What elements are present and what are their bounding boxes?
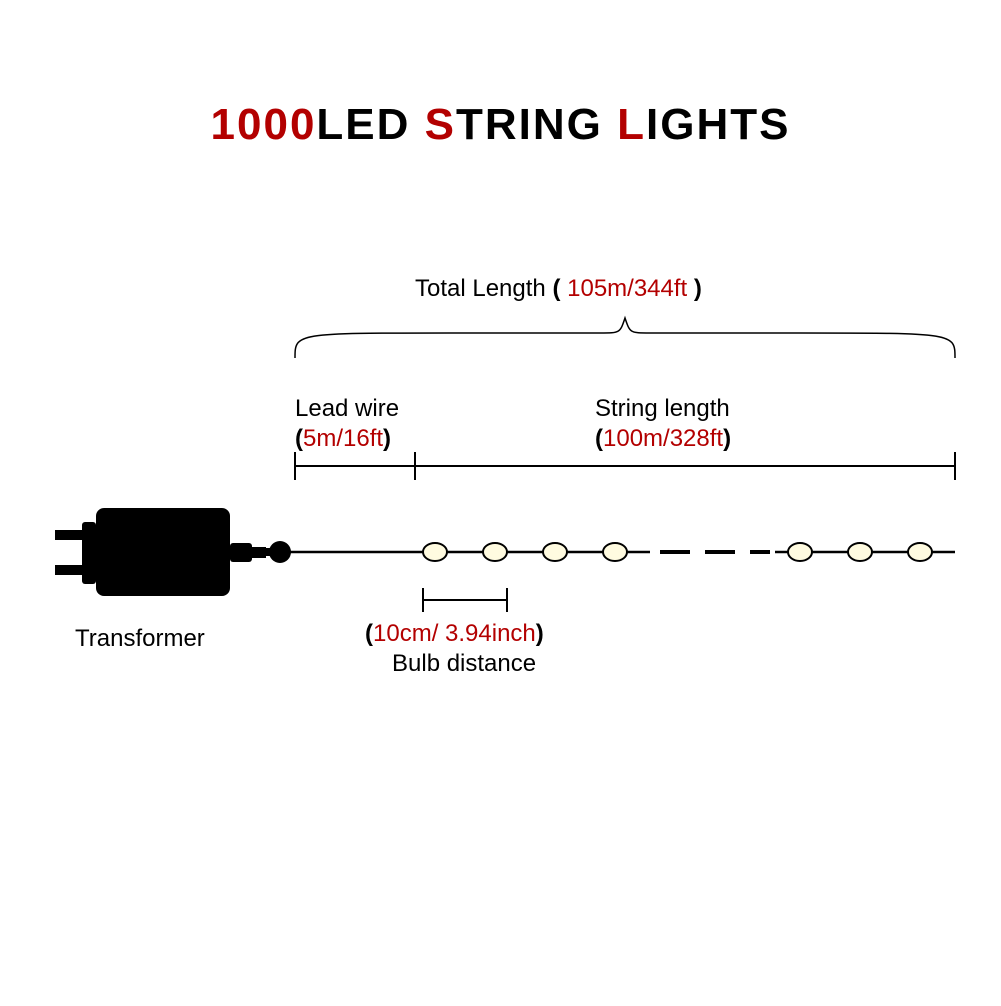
plug-icon [55,522,96,584]
diagram [0,0,1001,1001]
connector-icon [230,541,291,563]
bulbs-right [788,543,932,561]
dimension-line-top [295,452,955,480]
transformer-icon [96,508,230,596]
dimension-bulb-distance [423,588,507,612]
brace-total [295,318,955,358]
